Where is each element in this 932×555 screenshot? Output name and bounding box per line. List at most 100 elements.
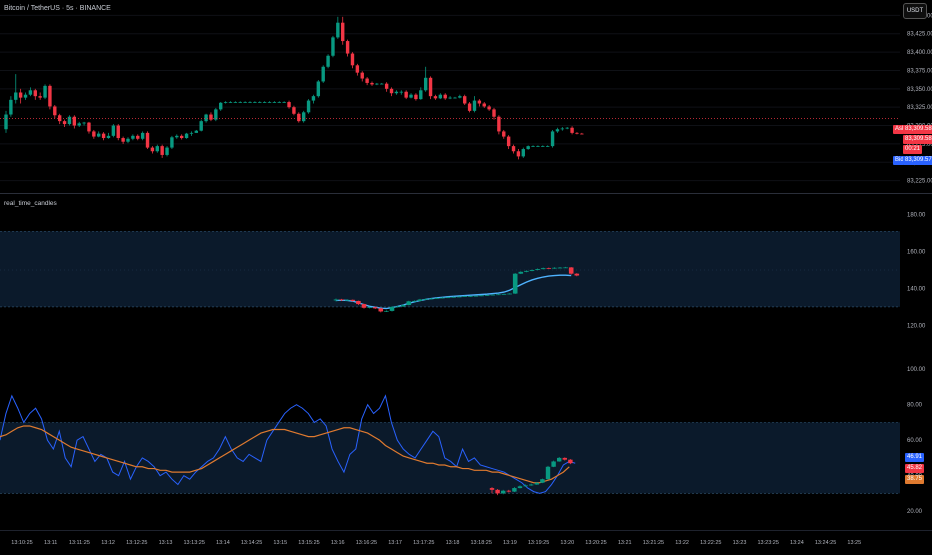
price-candle bbox=[248, 102, 252, 103]
price-candle bbox=[497, 116, 501, 132]
price-candle bbox=[14, 92, 18, 100]
rsi-candle bbox=[495, 489, 500, 494]
price-candle bbox=[316, 81, 321, 97]
price-tick-label: 83,275.00 bbox=[907, 142, 932, 148]
time-tick-label: 13:13:25 bbox=[183, 540, 204, 546]
countdown-tag: 00:21 bbox=[903, 145, 923, 154]
price-candle bbox=[121, 138, 125, 142]
price-candle bbox=[458, 96, 462, 98]
price-candle bbox=[365, 78, 369, 83]
indicator-candle bbox=[557, 267, 563, 269]
rsi-candle bbox=[506, 490, 511, 492]
price-candle bbox=[131, 135, 135, 139]
price-tick-label: 83,400.00 bbox=[907, 50, 932, 56]
time-axis[interactable]: 13:10:25 13:11 13:11:25 13:12 13:12:25 13:13 1… bbox=[11, 540, 861, 546]
price-candle bbox=[272, 102, 277, 103]
rsi-candle bbox=[545, 466, 551, 480]
time-tick-label: 13:12 bbox=[101, 540, 115, 546]
price-candle bbox=[375, 83, 379, 85]
price-candle bbox=[170, 137, 174, 148]
price-pane[interactable] bbox=[0, 14, 900, 182]
price-candle bbox=[360, 72, 364, 79]
indicator-candle bbox=[501, 293, 507, 295]
time-tick-label: 13:20 bbox=[560, 540, 574, 546]
indicator-candle bbox=[344, 299, 350, 301]
price-candle bbox=[219, 102, 223, 110]
price-candle bbox=[53, 106, 57, 116]
time-tick-label: 13:21:25 bbox=[643, 540, 664, 546]
price-candle bbox=[92, 131, 96, 137]
rsi-value-tag: 46.91 bbox=[905, 453, 925, 462]
rsi-ma-value-tag: 38.75 bbox=[905, 475, 925, 484]
price-candle bbox=[409, 94, 413, 98]
price-candle bbox=[77, 123, 81, 126]
real-time-candles-pane[interactable] bbox=[0, 230, 900, 313]
time-tick-label: 13:12:25 bbox=[126, 540, 147, 546]
price-candle bbox=[394, 91, 399, 94]
price-candle bbox=[419, 90, 423, 100]
indicator-title[interactable]: real_time_candles bbox=[4, 200, 57, 207]
indicator-candle bbox=[546, 268, 552, 269]
rsi-candle bbox=[501, 490, 506, 494]
price-candle bbox=[389, 88, 394, 94]
rsi-candle bbox=[534, 482, 539, 485]
indicator-candle bbox=[406, 301, 412, 305]
indicator-candle bbox=[384, 310, 389, 312]
price-candle bbox=[9, 99, 13, 115]
price-candle bbox=[555, 129, 560, 132]
price-candle bbox=[214, 109, 218, 120]
price-candle bbox=[380, 83, 384, 85]
rsi-candle bbox=[557, 457, 562, 462]
indicator-candle bbox=[529, 270, 535, 271]
rsi-tick-label: 80.00 bbox=[907, 403, 923, 409]
price-candle bbox=[62, 121, 67, 125]
price-candle bbox=[97, 133, 101, 137]
time-tick-label: 13:20:25 bbox=[585, 540, 606, 546]
price-candle bbox=[433, 96, 438, 99]
price-candle bbox=[502, 131, 506, 137]
price-candle bbox=[23, 94, 28, 98]
price-candle bbox=[155, 146, 159, 152]
symbol-title[interactable]: Bitcoin / TetherUS · 5s · BINANCE bbox=[4, 5, 111, 12]
price-candle bbox=[428, 77, 433, 97]
indicator-candle bbox=[462, 296, 468, 297]
indicator-candle bbox=[378, 308, 384, 312]
indicator-candle bbox=[574, 273, 580, 276]
indicator-candle bbox=[367, 307, 372, 309]
rsi-pane[interactable] bbox=[0, 394, 900, 496]
price-candle bbox=[204, 114, 208, 122]
price-candle bbox=[199, 121, 203, 131]
bid-price-tag: 83,309.57 bbox=[903, 156, 932, 165]
indicator-candle bbox=[507, 293, 512, 295]
price-tick-label: 83,325.00 bbox=[907, 105, 932, 111]
price-candle bbox=[179, 135, 184, 139]
currency-button[interactable]: USDT bbox=[903, 3, 927, 19]
rsi-tick-label: 20.00 bbox=[907, 509, 923, 515]
price-candle bbox=[423, 77, 428, 91]
rsi-candle bbox=[512, 488, 517, 492]
time-tick-label: 13:18 bbox=[446, 540, 460, 546]
price-candle bbox=[516, 151, 521, 157]
time-tick-label: 13:16:25 bbox=[356, 540, 377, 546]
price-candle bbox=[399, 91, 403, 93]
rsi-candle bbox=[517, 486, 523, 489]
price-candle bbox=[228, 102, 233, 103]
rsi-candle-value-tag: 45.82 bbox=[905, 464, 925, 473]
rsi-band bbox=[0, 422, 900, 494]
price-candle bbox=[267, 102, 272, 103]
time-tick-label: 13:15:25 bbox=[298, 540, 319, 546]
price-tick-label: 83,425.00 bbox=[907, 32, 932, 38]
price-candle bbox=[545, 146, 550, 147]
indicator-candle bbox=[389, 306, 395, 311]
rsi-candle bbox=[540, 479, 545, 483]
overbought-oversold-band bbox=[0, 231, 900, 307]
price-candle bbox=[355, 65, 360, 73]
price-tick-label: 83,375.00 bbox=[907, 68, 932, 74]
price-candle bbox=[253, 102, 257, 103]
price-candle bbox=[67, 116, 72, 125]
price-candle bbox=[4, 114, 8, 130]
price-candle bbox=[443, 94, 447, 99]
price-candle bbox=[580, 133, 584, 135]
